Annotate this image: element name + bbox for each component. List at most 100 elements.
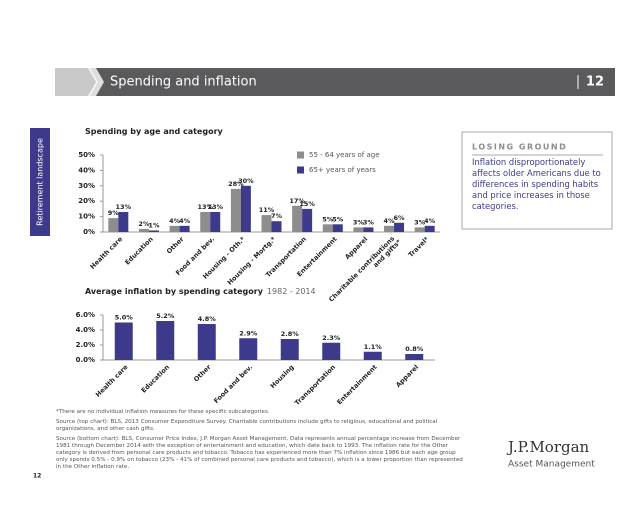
bar (118, 211, 129, 232)
y-tick-label: 40% (78, 166, 95, 174)
header-bar (55, 68, 615, 96)
footnote: *There are no individual inflation measu… (56, 409, 270, 415)
value-label: 1.1% (364, 343, 383, 351)
x-tick-label: Entertainment (335, 363, 378, 406)
y-tick-label: 50% (78, 151, 95, 159)
value-label: 5.2% (156, 312, 175, 320)
value-label: 3% (414, 218, 426, 226)
header-arrow (55, 68, 98, 96)
x-tick-label: Education (140, 363, 172, 395)
value-label: 2.9% (239, 329, 258, 337)
y-tick-label: 0.0% (76, 356, 95, 364)
value-label: 28% (228, 180, 244, 188)
value-label: 11% (259, 206, 275, 214)
bar (394, 222, 405, 232)
header-chevron (88, 68, 104, 96)
bar (239, 338, 258, 360)
sidebar (30, 128, 50, 236)
bar (322, 224, 333, 232)
value-label: 4% (169, 217, 181, 225)
value-label: 1% (148, 221, 160, 229)
callout-title: LOSING GROUND (472, 143, 567, 152)
x-tick-label: Health care (89, 235, 125, 271)
value-label: 4% (424, 217, 436, 225)
y-tick-label: 10% (78, 213, 95, 221)
bar (197, 324, 216, 360)
bar (353, 227, 364, 232)
y-tick-label: 2.0% (76, 341, 95, 349)
legend-swatch (297, 151, 304, 159)
value-label: 3% (353, 218, 365, 226)
header-title: Spending and inflation (110, 75, 257, 90)
bar (332, 224, 343, 232)
chart-title: Spending by age and category (85, 127, 224, 136)
bar (108, 218, 119, 232)
callout-body: Inflation disproportionately affects old… (472, 157, 601, 211)
chart-title-text: Spending by age and category (85, 127, 224, 136)
value-label: 0.8% (405, 345, 424, 353)
logo: J.P.Morgan (506, 438, 590, 456)
logo-sub: Asset Management (508, 460, 595, 470)
value-label: 2.8% (281, 330, 300, 338)
legend-label: 65+ years of years (309, 166, 376, 174)
bar (210, 211, 221, 232)
bar (148, 230, 159, 232)
bar (240, 185, 251, 232)
bar (414, 227, 425, 232)
bar (363, 227, 374, 232)
footnote: Source (bottom chart): BLS, Consumer Pri… (56, 436, 463, 470)
y-tick-label: 4.0% (76, 326, 95, 334)
bar (271, 221, 282, 232)
value-label: 30% (238, 177, 254, 185)
value-label: 4% (384, 217, 396, 225)
x-tick-label: Other (165, 235, 186, 256)
value-label: 4.8% (198, 315, 217, 323)
bar (322, 342, 341, 360)
bar (179, 225, 190, 232)
bar (424, 225, 435, 232)
bar (405, 354, 424, 360)
value-label: 6% (394, 214, 406, 222)
legend-label: 55 - 64 years of age (309, 151, 380, 159)
value-label: 4% (179, 217, 191, 225)
legend-swatch (297, 166, 304, 174)
x-tick-label: Apparel (343, 235, 369, 261)
x-tick-label: Housing (269, 363, 296, 390)
x-tick-label: Travel* (407, 235, 431, 259)
bar (302, 208, 313, 232)
bar (292, 205, 303, 232)
value-label: 9% (108, 209, 120, 217)
value-label: 13% (116, 203, 132, 211)
bar (363, 351, 382, 360)
bar (280, 339, 299, 360)
bar (138, 228, 149, 232)
value-label: 17% (289, 197, 305, 205)
sidebar-label: Retirement landscape (36, 138, 45, 226)
value-label: 2.3% (322, 334, 341, 342)
x-tick-label: Other (192, 363, 213, 384)
x-tick-label: Education (123, 235, 155, 267)
x-tick-label: Apparel (394, 363, 420, 389)
value-label: 2% (138, 220, 150, 228)
callout-box (461, 131, 613, 230)
bar (114, 322, 133, 360)
value-label: 5% (332, 215, 344, 223)
value-label: 15% (299, 200, 315, 208)
x-tick-label: Health care (94, 363, 130, 399)
y-tick-label: 30% (78, 182, 95, 190)
chart-title-text: Average inflation by spending category (85, 287, 264, 296)
chart-subtitle: 1982 - 2014 (267, 287, 316, 296)
page-number: 12 (33, 473, 41, 480)
value-label: 5% (322, 215, 334, 223)
value-label: 13% (207, 203, 223, 211)
value-label: 3% (363, 218, 375, 226)
header-page: 12 (586, 75, 604, 90)
bar (169, 225, 180, 232)
bar (384, 225, 395, 232)
footnote: Source (top chart): BLS, 2013 Consumer E… (56, 419, 438, 432)
value-label: 13% (197, 203, 213, 211)
bar (261, 215, 272, 232)
value-label: 7% (271, 212, 283, 220)
